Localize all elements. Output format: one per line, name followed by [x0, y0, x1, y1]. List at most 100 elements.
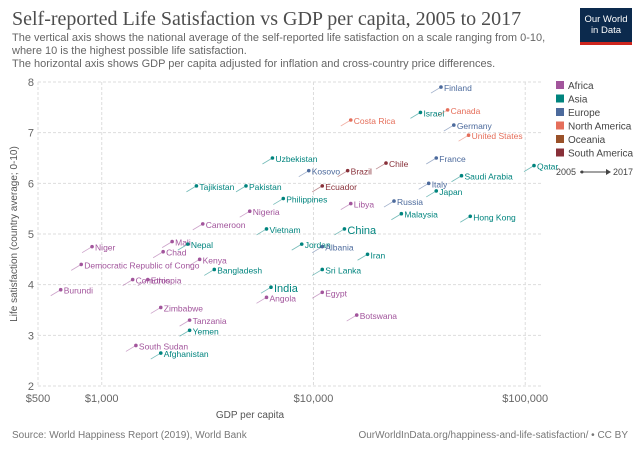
y-tick-label: 2	[28, 381, 34, 393]
chart-subtitle: The vertical axis shows the national ave…	[12, 32, 552, 71]
trajectory-line	[312, 291, 323, 299]
data-point	[197, 257, 202, 262]
point-label: Afghanistan	[164, 349, 209, 359]
trajectory-line	[460, 215, 471, 223]
y-tick-label: 3	[28, 330, 34, 342]
point-label: United States	[472, 131, 523, 141]
data-point	[264, 227, 269, 231]
data-point	[399, 211, 404, 216]
data-point	[270, 156, 275, 160]
legend-swatch	[556, 94, 564, 103]
point-label: Japan	[439, 187, 462, 197]
data-point	[392, 199, 396, 203]
trajectory-line	[340, 203, 351, 210]
trajectory-line	[312, 246, 323, 254]
y-tick-label: 5	[28, 229, 34, 241]
legend-swatch	[556, 108, 564, 116]
legend-time-dot	[580, 170, 584, 174]
legend-time-end: 2017	[613, 167, 633, 177]
y-tick-label: 6	[28, 178, 34, 190]
x-tick-label: $500	[26, 393, 50, 405]
point-label: Sri Lanka	[325, 265, 361, 275]
legend-label: Europe	[568, 108, 601, 119]
point-label: Niger	[95, 243, 115, 253]
trajectory-line	[523, 165, 535, 172]
point-label: Iran	[371, 250, 386, 260]
trajectory-line	[357, 253, 368, 261]
data-point	[354, 313, 359, 317]
chart-title: Self-reported Life Satisfaction vs GDP p…	[12, 8, 522, 30]
source-url[interactable]: OurWorldInData.org/happiness-and-life-sa…	[358, 430, 628, 441]
point-label: France	[439, 154, 466, 164]
data-point	[200, 222, 205, 226]
point-label: Jordan	[305, 240, 331, 250]
data-point	[320, 290, 325, 295]
point-label: Russia	[397, 197, 423, 207]
point-label: Germany	[457, 121, 493, 131]
data-point	[459, 173, 464, 178]
point-label: Angola	[270, 293, 297, 303]
legend-time-arrowhead	[606, 169, 611, 175]
legend-label: South America	[568, 149, 633, 160]
trajectory-line	[291, 243, 302, 251]
point-label: Kenya	[203, 255, 227, 265]
legend-label: Africa	[568, 81, 594, 92]
data-point	[58, 287, 63, 292]
trajectory-line	[383, 200, 395, 208]
trajectory-line	[426, 190, 437, 198]
data-point	[320, 267, 325, 272]
data-point	[170, 239, 174, 244]
point-label: Cameroon	[206, 220, 246, 230]
trajectory-line	[312, 185, 323, 193]
point-label: Qatar	[537, 162, 558, 172]
data-point	[158, 305, 163, 310]
point-label: Albania	[325, 243, 354, 253]
data-point	[79, 262, 84, 267]
point-label: Nigeria	[253, 207, 280, 217]
logo-line: Our World	[584, 14, 628, 25]
point-label: Tanzania	[193, 316, 227, 326]
trajectory-line	[50, 289, 61, 297]
x-axis-label: GDP per capita	[216, 410, 285, 421]
legend-label: Asia	[568, 95, 588, 106]
data-point	[187, 328, 192, 333]
subtitle-line: The vertical axis shows the national ave…	[12, 32, 546, 44]
point-label: India	[274, 283, 299, 295]
trajectory-line	[256, 296, 267, 304]
data-point	[194, 184, 199, 188]
point-label: Tajikistan	[199, 182, 234, 192]
trajectory-line	[430, 86, 442, 94]
trajectory-line	[410, 112, 421, 119]
data-point	[247, 209, 252, 213]
trajectory-line	[426, 157, 437, 165]
data-point	[299, 242, 304, 246]
data-point	[426, 181, 431, 186]
point-label: Burundi	[64, 286, 93, 296]
data-point	[269, 285, 273, 290]
our-world-in-data-logo[interactable]: Our World in Data	[580, 8, 632, 42]
trajectory-line	[298, 170, 309, 178]
trajectory-line	[125, 345, 137, 352]
point-label: Pakistan	[249, 182, 282, 192]
point-label: Zimbabwe	[164, 303, 203, 313]
x-tick-label: $1,000	[85, 393, 119, 405]
point-label: Libya	[354, 200, 375, 210]
data-point	[532, 163, 536, 168]
source-note[interactable]: Source: World Happiness Report (2019), W…	[12, 430, 247, 441]
y-axis-label: Life satisfaction (country average; 0-10…	[9, 146, 20, 322]
trajectory-line	[137, 279, 148, 286]
data-point	[348, 118, 353, 122]
trajectory-line	[262, 157, 273, 165]
trajectory-line	[443, 124, 455, 132]
trajectory-line	[451, 175, 462, 183]
logo-line: in Data	[590, 25, 622, 36]
point-label: Botswana	[360, 311, 398, 321]
trajectory-line	[189, 258, 200, 266]
trajectory-line	[334, 228, 345, 236]
data-point	[306, 168, 311, 173]
trajectory-line	[260, 286, 272, 294]
data-point	[348, 201, 353, 206]
data-point	[434, 156, 439, 160]
data-point	[244, 184, 248, 188]
data-point	[134, 343, 138, 348]
